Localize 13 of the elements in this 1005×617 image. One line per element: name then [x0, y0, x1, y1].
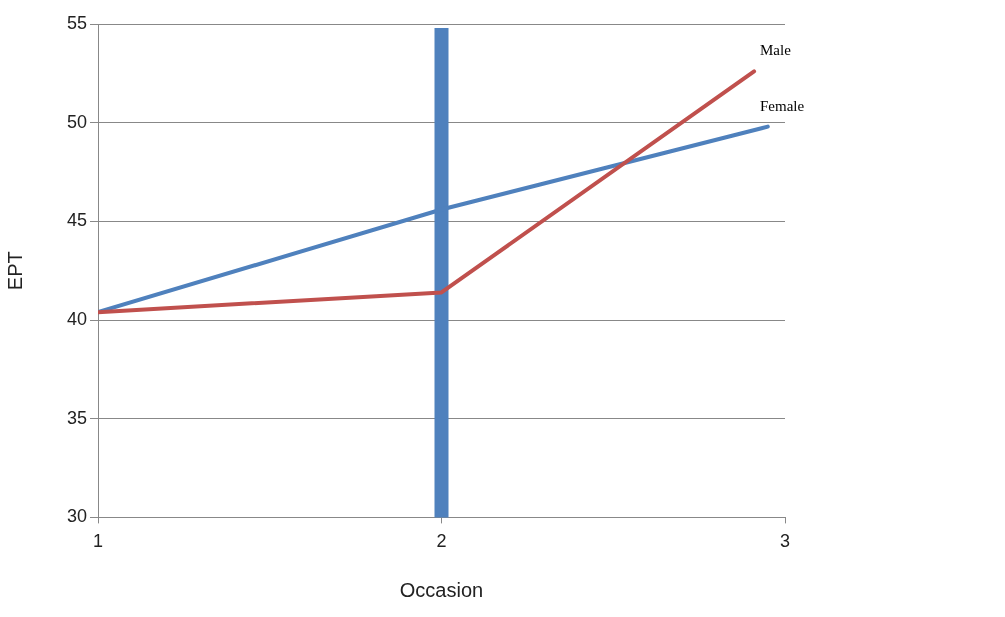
x-axis-title: Occasion — [399, 578, 484, 601]
x-tick-label: 1 — [92, 531, 104, 552]
y-tick-label: 45 — [66, 210, 87, 231]
series-label: Male — [760, 42, 792, 59]
series-label: Female — [760, 97, 805, 114]
y-tick-label: 55 — [66, 12, 87, 33]
x-tick-label: 2 — [436, 531, 447, 552]
x-tick-label: 3 — [779, 531, 791, 552]
y-tick-label: 50 — [66, 111, 87, 132]
y-tick-label: 30 — [66, 506, 87, 527]
y-axis-title: EPT — [3, 251, 26, 291]
y-tick-label: 40 — [66, 309, 87, 330]
y-tick-label: 35 — [66, 407, 87, 428]
